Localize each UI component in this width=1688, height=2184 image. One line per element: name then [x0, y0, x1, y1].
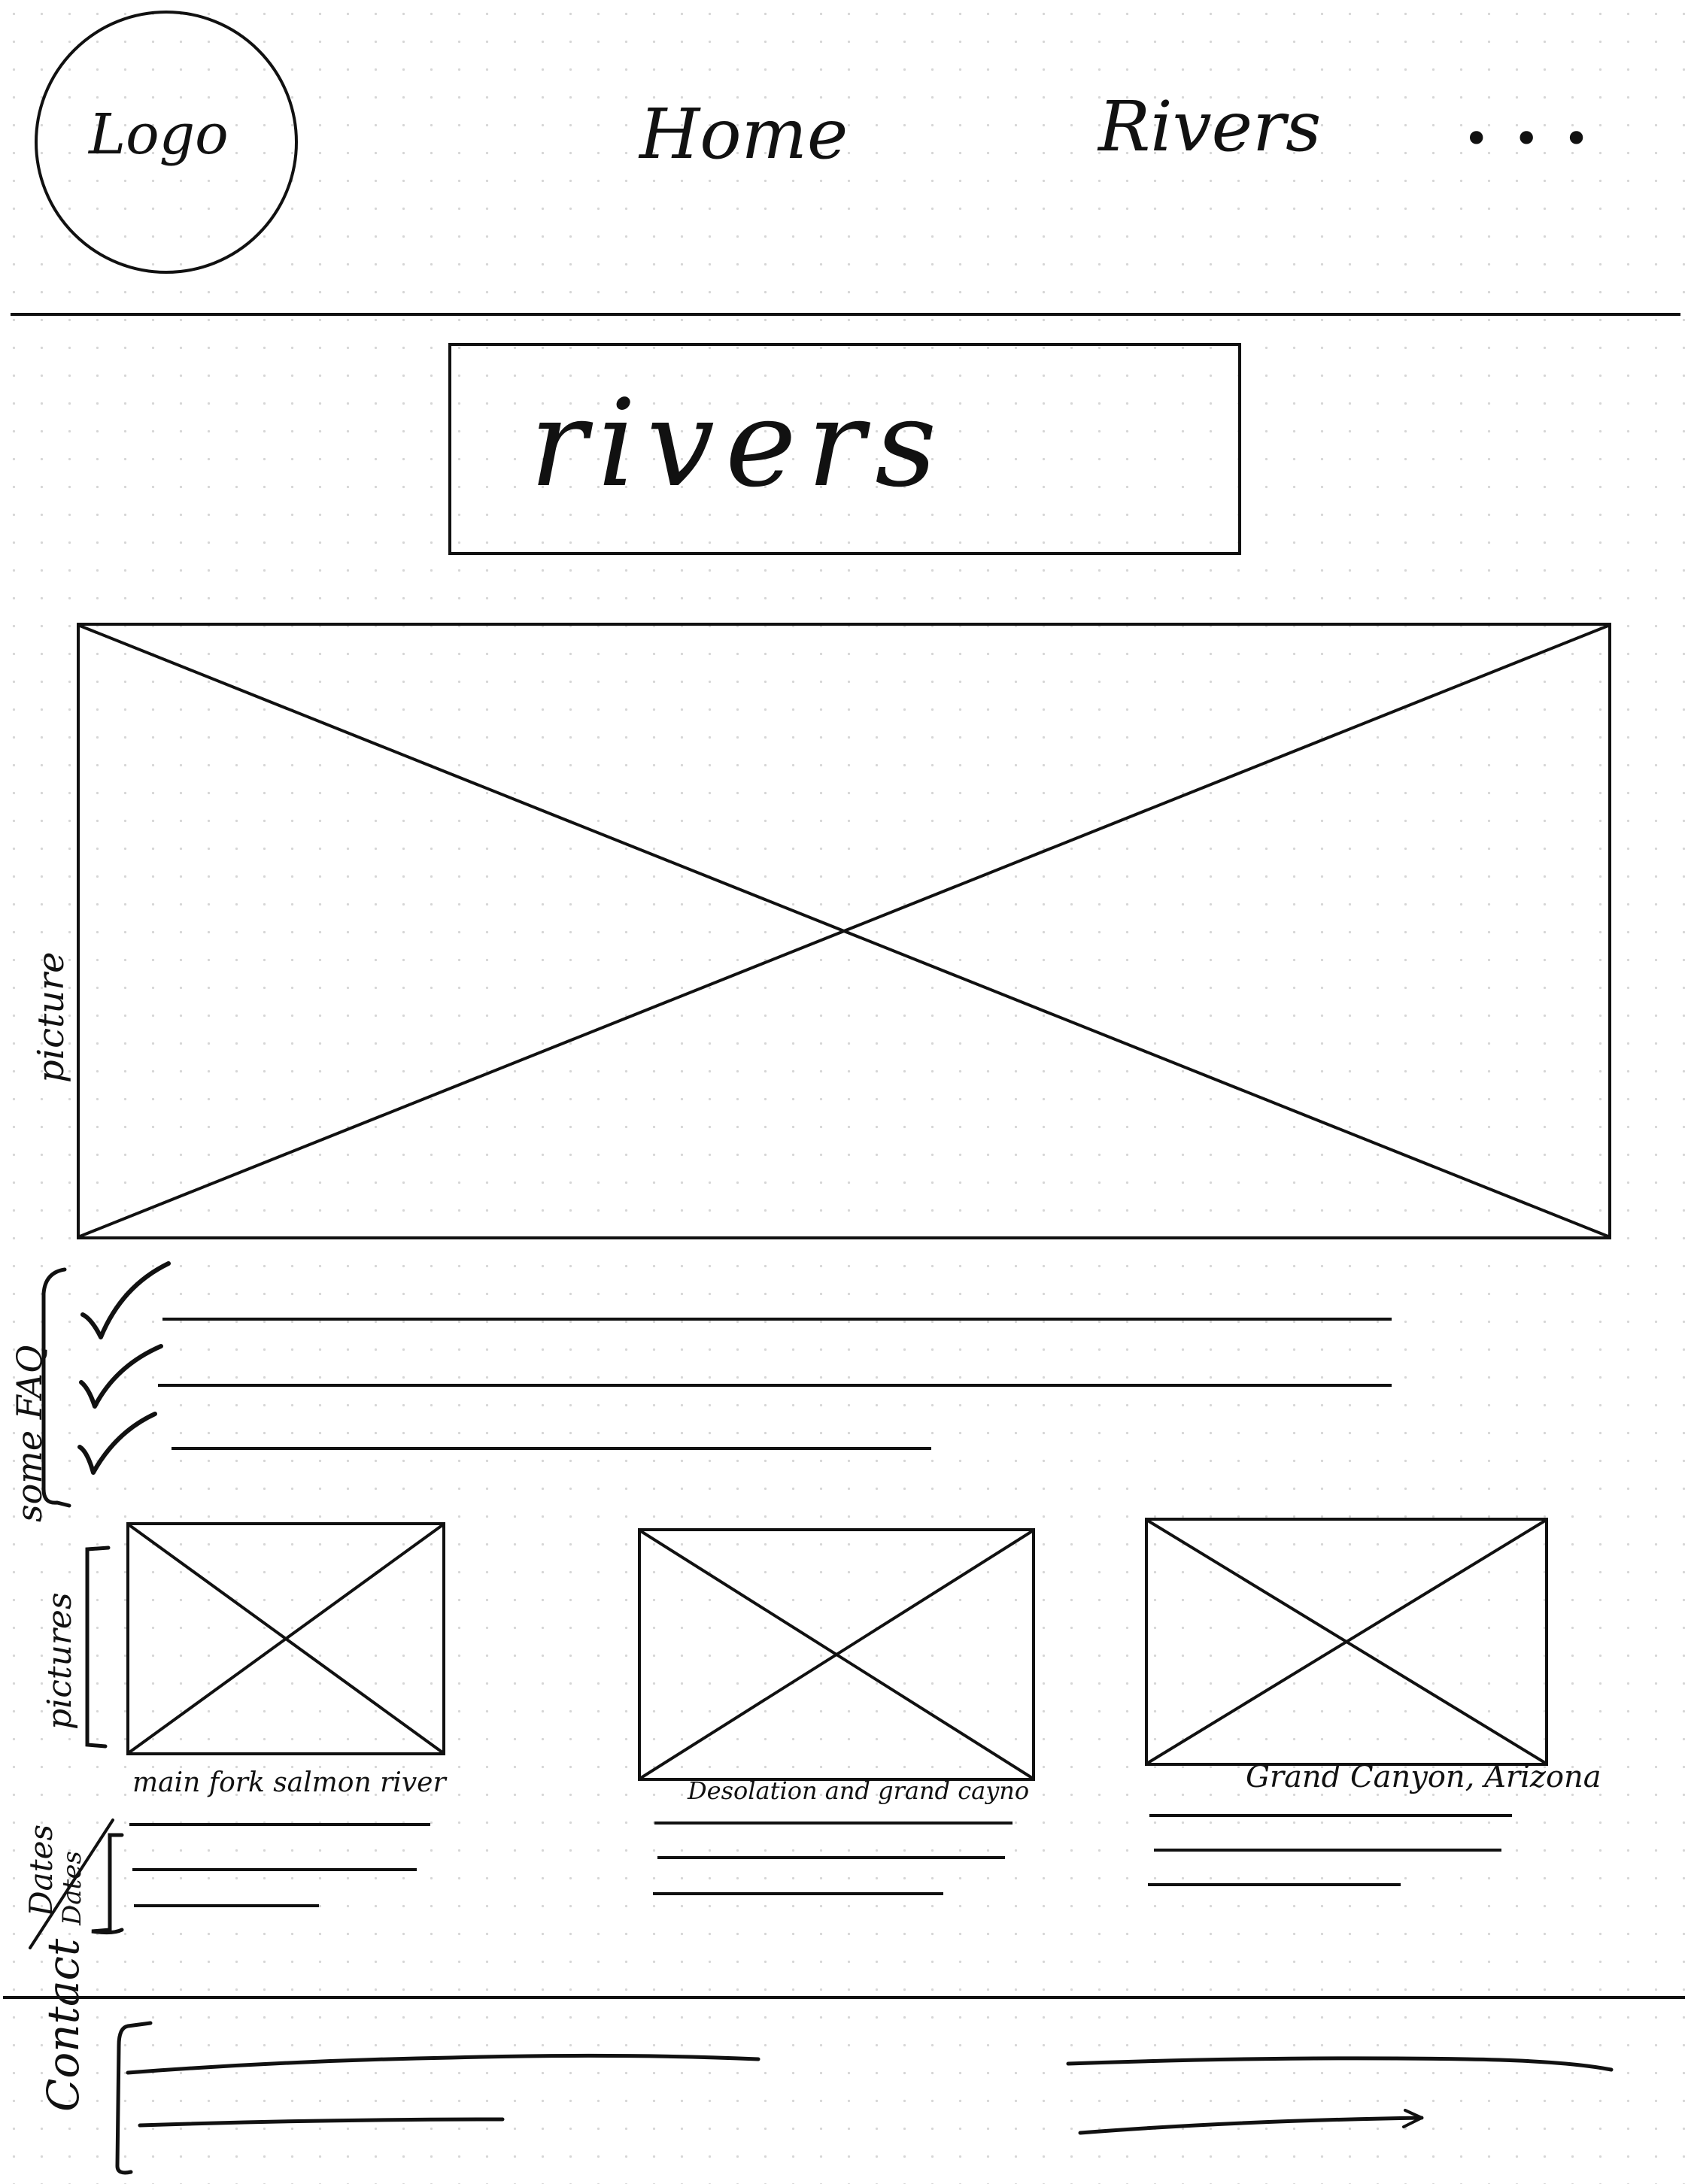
pictures-annotation: pictures	[41, 1592, 79, 1730]
page-title: rivers	[530, 373, 948, 514]
contact-lines	[126, 2053, 1614, 2135]
gallery-caption: main fork salmon river	[132, 1767, 446, 1798]
pictures-bracket	[85, 1545, 111, 1749]
faq-line	[158, 1384, 1392, 1387]
faq-line	[162, 1318, 1392, 1321]
gallery-text-line	[653, 1892, 943, 1895]
gallery-text-line	[1148, 1883, 1401, 1886]
gallery-text-line	[1154, 1849, 1501, 1852]
gallery-text-line	[1149, 1814, 1512, 1817]
dates-bracket	[29, 1818, 124, 1949]
gallery-text-line	[654, 1822, 1012, 1825]
faq-check-icon	[79, 1344, 163, 1409]
gallery-text-line	[132, 1868, 417, 1871]
logo[interactable]: Logo	[35, 11, 298, 274]
faq-line	[172, 1447, 931, 1450]
faq-check-icon	[80, 1261, 171, 1339]
footer-divider	[3, 1996, 1685, 1999]
gallery-image-placeholder	[1145, 1518, 1548, 1766]
gallery-text-line	[134, 1904, 319, 1907]
contact-bracket	[115, 2021, 153, 2175]
gallery-text-line	[129, 1823, 430, 1826]
logo-label: Logo	[89, 102, 229, 167]
faq-bracket	[41, 1267, 71, 1508]
gallery-text-line	[657, 1856, 1005, 1859]
picture-annotation: picture	[30, 951, 72, 1083]
gallery-image-placeholder	[126, 1522, 445, 1755]
header-divider	[11, 313, 1680, 316]
nav-rivers[interactable]: Rivers	[1098, 86, 1322, 167]
gallery-caption: Grand Canyon, Arizona	[1246, 1760, 1601, 1794]
nav-home[interactable]: Home	[639, 94, 849, 174]
title-box: rivers	[448, 343, 1241, 555]
gallery-image-placeholder	[638, 1528, 1035, 1781]
faq-check-icon	[77, 1412, 157, 1475]
nav-more-icon[interactable]: • • •	[1463, 113, 1595, 165]
hero-image-placeholder	[77, 623, 1611, 1239]
gallery-caption: Desolation and grand cayno	[688, 1776, 1030, 1805]
